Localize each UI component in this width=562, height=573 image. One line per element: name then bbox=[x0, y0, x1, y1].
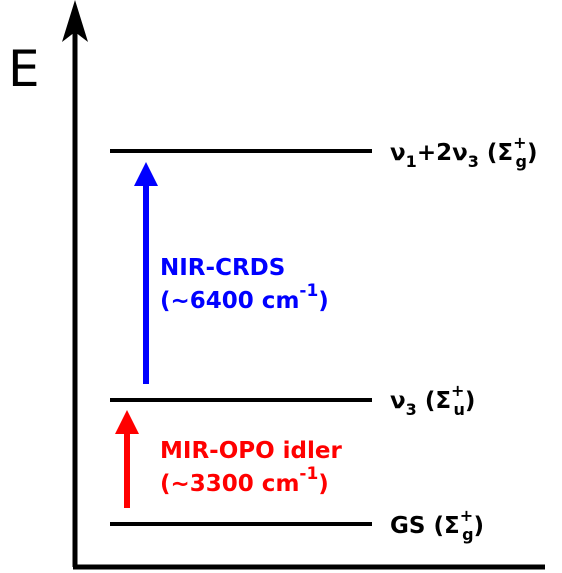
transition-label: (~6400 cm-1) bbox=[160, 281, 329, 314]
text-part: (Σ bbox=[417, 388, 451, 414]
text-part: +2ν bbox=[417, 140, 468, 166]
text-part: g bbox=[462, 525, 473, 544]
text-part: + bbox=[513, 133, 526, 152]
transition-arrowhead bbox=[115, 410, 139, 434]
text-part: + bbox=[451, 381, 464, 400]
text-part: MIR-OPO idler bbox=[160, 438, 343, 464]
text-part: ) bbox=[318, 471, 329, 497]
text-part: ) bbox=[318, 288, 329, 314]
text-part: (~6400 cm bbox=[160, 288, 299, 314]
text-part: 1 bbox=[406, 152, 417, 171]
axis-label: E bbox=[8, 40, 40, 98]
text-part: ν bbox=[390, 388, 406, 414]
text-part: -1 bbox=[299, 281, 318, 301]
text-part: -1 bbox=[299, 464, 318, 484]
text-part: 3 bbox=[468, 152, 479, 171]
text-part: g bbox=[516, 152, 527, 171]
text-part: + bbox=[460, 506, 473, 525]
transition-label: (~3300 cm-1) bbox=[160, 464, 329, 497]
transition-arrowhead bbox=[134, 162, 158, 186]
text-part: ) bbox=[474, 513, 485, 539]
text-part: (~3300 cm bbox=[160, 471, 299, 497]
level-label: ν3 (Σ+ u) bbox=[390, 381, 475, 419]
level-label: ν1+2ν3 (Σ+ g) bbox=[390, 133, 538, 171]
y-axis-arrowhead bbox=[62, 0, 88, 42]
text-part: u bbox=[453, 400, 464, 419]
level-label: GS (Σ+ g) bbox=[390, 506, 484, 544]
transition-label: NIR-CRDS bbox=[160, 255, 285, 281]
transition-label: MIR-OPO idler bbox=[160, 438, 343, 464]
text-part: (Σ bbox=[479, 140, 513, 166]
text-part: NIR-CRDS bbox=[160, 255, 285, 281]
text-part: ν bbox=[390, 140, 406, 166]
text-part: ) bbox=[527, 140, 538, 166]
text-part: GS (Σ bbox=[390, 513, 460, 539]
text-part: ) bbox=[465, 388, 476, 414]
text-part: 3 bbox=[406, 400, 417, 419]
